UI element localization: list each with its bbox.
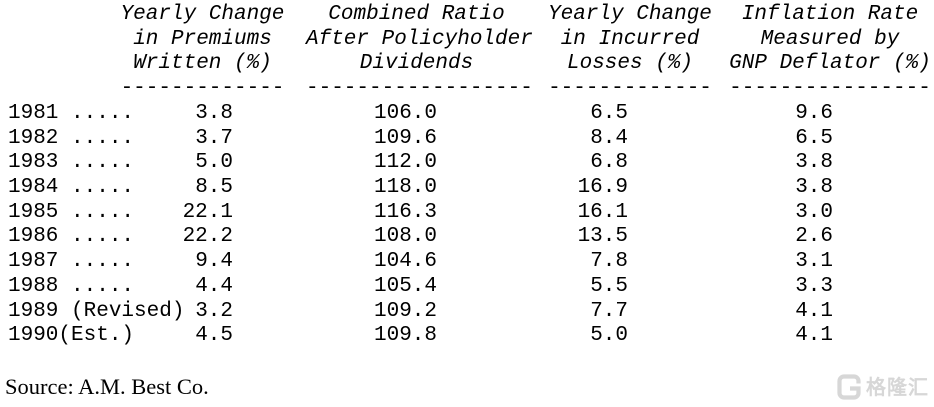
cell-inflation_rate: 3.0 — [795, 200, 833, 224]
table-row: 1986 ..... 22.2 108.0 13.5 2.6 — [0, 225, 934, 250]
row-year-label: 1986 ..... — [8, 225, 135, 249]
table-header: Yearly Change in Premiums Written (%) --… — [0, 3, 934, 102]
cell-combined_ratio: 109.8 — [373, 324, 437, 348]
cell-incurred_losses: 7.7 — [590, 299, 628, 323]
cell-inflation_rate: 4.1 — [795, 299, 833, 323]
cell-combined_ratio: 116.3 — [373, 200, 437, 224]
row-year-label: 1987 ..... — [8, 250, 135, 274]
cell-incurred_losses: 5.0 — [590, 324, 628, 348]
cell-combined_ratio: 104.6 — [373, 250, 437, 274]
cell-incurred_losses: 16.1 — [577, 200, 628, 224]
header-line: After Policyholder — [306, 27, 533, 51]
header-premiums-written: Yearly Change in Premiums Written (%) --… — [120, 3, 285, 102]
cell-incurred_losses: 16.9 — [577, 176, 628, 200]
header-line: Measured by — [760, 27, 900, 51]
table-row: 1989 (Revised) 3.2 109.2 7.7 4.1 — [0, 300, 934, 325]
gelonghui-watermark: 格隆汇 — [836, 372, 929, 402]
row-year-label: 1982 ..... — [8, 126, 135, 150]
row-year-label: 1984 ..... — [8, 176, 135, 200]
table-row: 1982 ..... 3.7 109.6 8.4 6.5 — [0, 127, 934, 152]
cell-premiums_written: 22.2 — [182, 225, 233, 249]
header-line: in Premiums — [133, 27, 272, 51]
table-row: 1984 ..... 8.5 118.0 16.9 3.8 — [0, 176, 934, 201]
header-line: Losses (%) — [566, 52, 694, 76]
gelonghui-logo-icon — [837, 374, 861, 400]
header-line: GNP Deflator (%) — [729, 52, 931, 76]
row-year-label: 1988 ..... — [8, 274, 135, 298]
header-inflation-rate: Inflation Rate Measured by GNP Deflator … — [729, 3, 931, 102]
header-line: in Incurred — [560, 27, 700, 51]
underwriting-results-table: Yearly Change in Premiums Written (%) --… — [0, 3, 934, 349]
header-line: Dividends — [359, 52, 474, 76]
cell-premiums_written: 3.7 — [195, 126, 233, 150]
row-year-label: 1990(Est.) — [8, 324, 135, 348]
header-underline: ------------- — [120, 77, 285, 101]
header-line: Yearly Change — [548, 3, 712, 26]
table-row: 1988 ..... 4.4 105.4 5.5 3.3 — [0, 275, 934, 300]
cell-premiums_written: 4.4 — [195, 274, 233, 298]
cell-premiums_written: 9.4 — [195, 250, 233, 274]
cell-combined_ratio: 109.2 — [373, 299, 437, 323]
table-row: 1990(Est.) 4.5 109.8 5.0 4.1 — [0, 324, 934, 349]
cell-combined_ratio: 118.0 — [373, 176, 437, 200]
cell-incurred_losses: 13.5 — [577, 225, 628, 249]
header-line: Yearly Change — [120, 3, 285, 26]
cell-combined_ratio: 112.0 — [373, 151, 437, 175]
row-year-label: 1983 ..... — [8, 151, 135, 175]
cell-premiums_written: 5.0 — [195, 151, 233, 175]
cell-inflation_rate: 3.1 — [795, 250, 833, 274]
cell-inflation_rate: 9.6 — [795, 102, 833, 125]
header-line: Written (%) — [133, 52, 272, 76]
gelonghui-watermark-text: 格隆汇 — [866, 375, 929, 399]
row-year-label: 1989 (Revised) — [8, 299, 185, 323]
header-incurred-losses: Yearly Change in Incurred Losses (%) ---… — [545, 3, 715, 102]
row-year-label: 1981 ..... — [8, 102, 135, 125]
table-body: 1981 ..... 3.8 106.0 6.5 9.6 1982 ..... 3.7 109… — [0, 102, 934, 349]
cell-premiums_written: 3.2 — [195, 299, 233, 323]
cell-premiums_written: 3.8 — [195, 102, 233, 125]
source-note: Source: A.M. Best Co. — [5, 374, 209, 399]
cell-incurred_losses: 6.5 — [590, 102, 628, 125]
cell-incurred_losses: 6.8 — [590, 151, 628, 175]
cell-inflation_rate: 4.1 — [795, 324, 833, 348]
table-row: 1987 ..... 9.4 104.6 7.8 3.1 — [0, 250, 934, 275]
cell-combined_ratio: 108.0 — [373, 225, 437, 249]
table-row: 1985 ..... 22.1 116.3 16.1 3.0 — [0, 201, 934, 226]
cell-inflation_rate: 3.3 — [795, 274, 833, 298]
cell-premiums_written: 8.5 — [195, 176, 233, 200]
row-year-label: 1985 ..... — [8, 200, 135, 224]
cell-incurred_losses: 7.8 — [590, 250, 628, 274]
header-underline: ---------------- — [729, 77, 931, 101]
header-underline: ------------------ — [306, 77, 533, 101]
table-row: 1983 ..... 5.0 112.0 6.8 3.8 — [0, 151, 934, 176]
cell-incurred_losses: 8.4 — [590, 126, 628, 150]
header-line: Inflation Rate — [741, 3, 919, 26]
cell-inflation_rate: 3.8 — [795, 176, 833, 200]
cell-premiums_written: 4.5 — [195, 324, 233, 348]
header-combined-ratio: Combined Ratio After Policyholder Divide… — [306, 3, 533, 102]
cell-inflation_rate: 3.8 — [795, 151, 833, 175]
cell-inflation_rate: 2.6 — [795, 225, 833, 249]
cell-combined_ratio: 109.6 — [373, 126, 437, 150]
cell-combined_ratio: 105.4 — [373, 274, 437, 298]
cell-premiums_written: 22.1 — [182, 200, 233, 224]
header-line: Combined Ratio — [328, 3, 505, 26]
cell-combined_ratio: 106.0 — [373, 102, 437, 125]
cell-incurred_losses: 5.5 — [590, 274, 628, 298]
cell-inflation_rate: 6.5 — [795, 126, 833, 150]
header-underline: ------------- — [548, 77, 712, 101]
table-row: 1981 ..... 3.8 106.0 6.5 9.6 — [0, 102, 934, 127]
